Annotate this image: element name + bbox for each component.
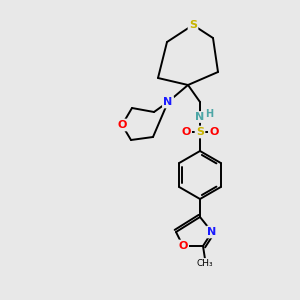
Text: S: S: [189, 20, 197, 30]
Text: O: O: [117, 120, 127, 130]
Text: O: O: [178, 241, 188, 251]
Text: S: S: [196, 127, 204, 137]
Text: O: O: [181, 127, 191, 137]
Text: N: N: [207, 227, 217, 237]
Text: N: N: [164, 97, 172, 107]
Text: O: O: [209, 127, 219, 137]
Text: H: H: [205, 109, 213, 119]
Text: CH₃: CH₃: [197, 259, 213, 268]
Text: N: N: [195, 112, 205, 122]
